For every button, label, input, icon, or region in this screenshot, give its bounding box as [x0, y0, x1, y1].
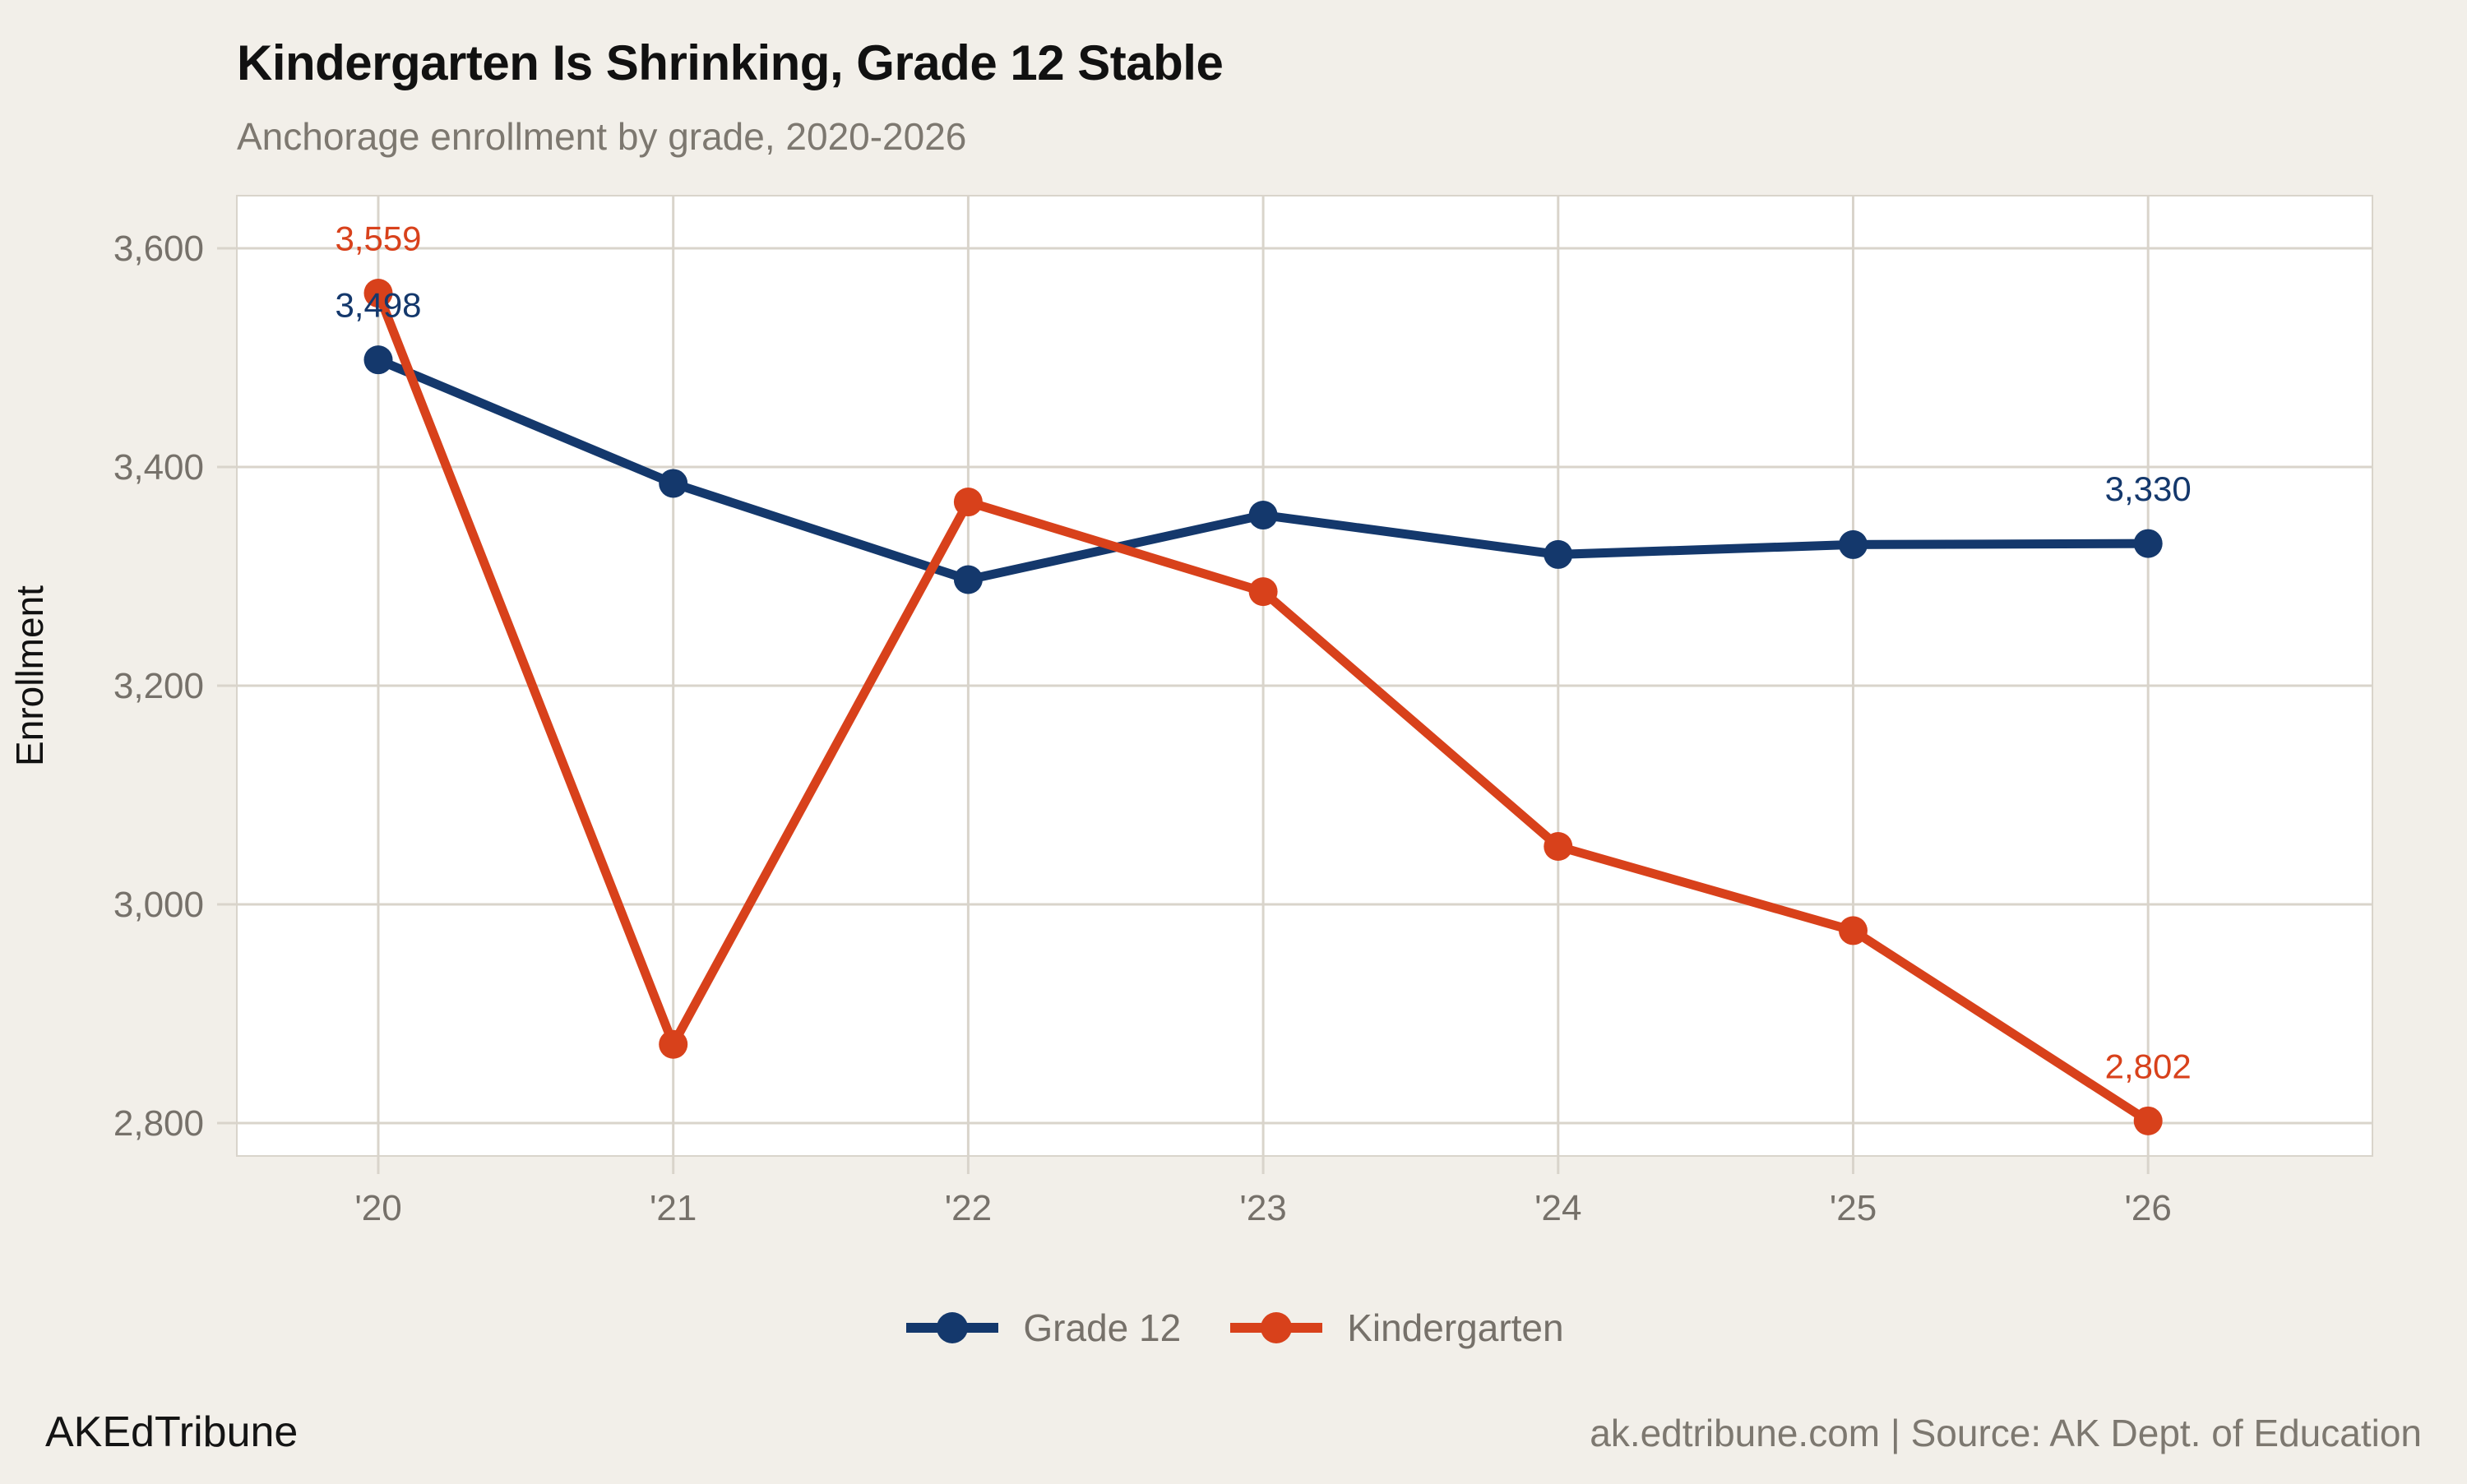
legend-item-kindergarten: Kindergarten — [1227, 1306, 1564, 1350]
y-tick-label: 3,400 — [113, 447, 204, 488]
data-point-grade-12 — [1544, 539, 1573, 569]
x-tick-label: '24 — [1534, 1188, 1581, 1228]
chart-subtitle: Anchorage enrollment by grade, 2020-2026 — [237, 115, 967, 158]
y-tick-label: 3,200 — [113, 666, 204, 706]
y-tick-label: 2,800 — [113, 1103, 204, 1144]
x-tick-label: '23 — [1239, 1188, 1286, 1228]
data-point-grade-12 — [1839, 529, 1868, 559]
legend-item-grade-12: Grade 12 — [903, 1306, 1181, 1350]
chart-header: Kindergarten Is Shrinking, Grade 12 Stab… — [237, 35, 1224, 159]
x-tick-label: '25 — [1830, 1188, 1877, 1228]
x-tick-label: '20 — [354, 1188, 401, 1228]
data-point-kindergarten — [2133, 1106, 2163, 1135]
x-tick-label: '22 — [945, 1188, 992, 1228]
y-tick-label: 3,000 — [113, 885, 204, 925]
data-point-kindergarten — [659, 1029, 688, 1059]
data-point-grade-12 — [659, 469, 688, 498]
y-tick-label: 3,600 — [113, 229, 204, 269]
annotation-3559: 3,559 — [335, 220, 421, 258]
chart-legend: Grade 12 Kindergarten — [0, 1306, 2467, 1350]
x-tick-label: '26 — [2125, 1188, 2172, 1228]
legend-label-grade-12: Grade 12 — [1023, 1306, 1182, 1349]
legend-label-kindergarten: Kindergarten — [1347, 1306, 1564, 1349]
legend-swatch-kindergarten-icon — [1230, 1312, 1323, 1343]
plot-area — [236, 195, 2373, 1157]
data-point-grade-12 — [363, 345, 393, 375]
data-point-kindergarten — [1248, 577, 1278, 607]
annotation-3330: 3,330 — [2105, 469, 2192, 508]
legend-swatch-grade-12-icon — [906, 1312, 999, 1343]
publisher-brand: AKEdTribune — [45, 1408, 299, 1456]
data-point-kindergarten — [1839, 916, 1868, 945]
annotation-3498: 3,498 — [335, 286, 421, 325]
data-point-grade-12 — [1248, 501, 1278, 530]
y-axis-title: Enrollment — [8, 585, 51, 766]
data-point-kindergarten — [953, 488, 983, 517]
source-attribution: ak.edtribune.com | Source: AK Dept. of E… — [1590, 1412, 2422, 1454]
data-point-grade-12 — [2133, 529, 2163, 558]
x-tick-label: '21 — [650, 1188, 697, 1228]
annotation-2802: 2,802 — [2105, 1047, 2192, 1085]
data-point-kindergarten — [1544, 832, 1573, 862]
data-point-kindergarten — [363, 279, 393, 308]
data-point-grade-12 — [953, 565, 983, 594]
chart-footer: AKEdTribune ak.edtribune.com | Source: A… — [45, 1408, 2422, 1457]
chart-title: Kindergarten Is Shrinking, Grade 12 Stab… — [237, 35, 1224, 90]
